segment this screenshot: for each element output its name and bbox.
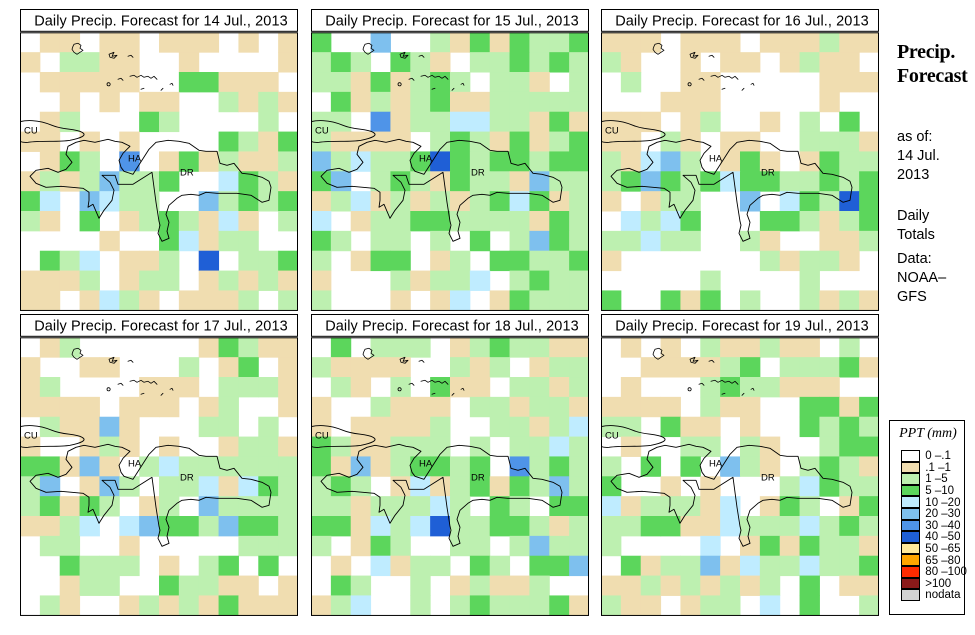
svg-text:CU: CU — [24, 125, 38, 136]
svg-text:HA: HA — [419, 153, 433, 164]
svg-text:CU: CU — [315, 125, 329, 136]
svg-text:HA: HA — [128, 458, 142, 469]
svg-text:DR: DR — [180, 472, 194, 483]
svg-text:HA: HA — [419, 458, 433, 469]
svg-text:Daily Precip. Forecast for 1: Daily Precip. Forecast for 17 Jul., 2013 — [34, 319, 288, 335]
svg-text:CU: CU — [605, 125, 619, 136]
svg-text:HA: HA — [709, 153, 723, 164]
svg-text:Daily Precip. Forecast for 14: Daily Precip. Forecast for 14 Jul., 2013 — [34, 13, 288, 29]
svg-text:DR: DR — [180, 167, 194, 178]
svg-text:DR: DR — [471, 472, 485, 483]
svg-text:Daily Precip. Forecast for 16: Daily Precip. Forecast for 16 Jul., 2013 — [615, 13, 869, 29]
svg-text:Daily Precip. Forecast for 15: Daily Precip. Forecast for 15 Jul., 2013 — [325, 13, 579, 29]
svg-text:CU: CU — [605, 430, 619, 441]
svg-text:DR: DR — [471, 167, 485, 178]
svg-text:DR: DR — [761, 167, 775, 178]
svg-text:Daily Precip. Forecast for 1: Daily Precip. Forecast for 19 Jul., 2013 — [615, 319, 869, 335]
svg-text:HA: HA — [128, 153, 142, 164]
svg-text:DR: DR — [761, 472, 775, 483]
svg-text:HA: HA — [709, 458, 723, 469]
svg-text:Daily Precip. Forecast for 1: Daily Precip. Forecast for 18 Jul., 2013 — [325, 319, 579, 335]
svg-text:CU: CU — [24, 430, 38, 441]
svg-text:CU: CU — [315, 430, 329, 441]
